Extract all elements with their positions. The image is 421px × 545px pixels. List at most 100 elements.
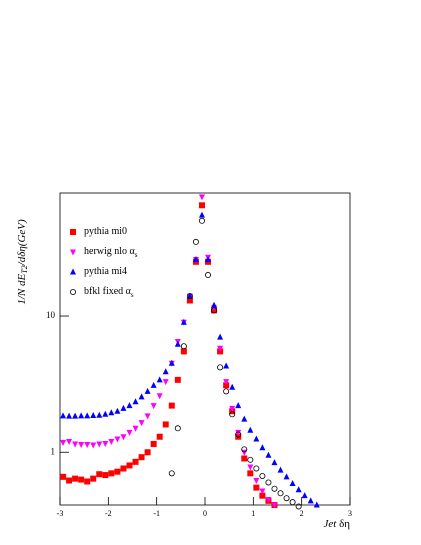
point bbox=[259, 492, 266, 499]
point bbox=[180, 343, 187, 350]
point bbox=[168, 402, 175, 409]
point bbox=[205, 272, 212, 279]
point bbox=[247, 456, 254, 463]
point bbox=[138, 420, 145, 427]
point bbox=[102, 472, 109, 479]
point bbox=[144, 387, 151, 394]
point bbox=[235, 429, 242, 436]
point bbox=[265, 496, 272, 503]
point bbox=[66, 477, 73, 484]
point bbox=[120, 434, 127, 441]
point bbox=[90, 475, 97, 482]
point bbox=[150, 381, 157, 388]
point bbox=[78, 476, 85, 483]
point bbox=[186, 293, 193, 300]
point bbox=[132, 458, 139, 465]
legend-name: pythia mi0 bbox=[84, 226, 127, 237]
point bbox=[90, 412, 97, 419]
point bbox=[223, 388, 230, 395]
point bbox=[265, 479, 272, 486]
point bbox=[150, 403, 157, 410]
point bbox=[144, 413, 151, 420]
point bbox=[96, 471, 103, 478]
point bbox=[192, 255, 199, 262]
point bbox=[253, 484, 260, 491]
point bbox=[198, 194, 205, 201]
point bbox=[247, 464, 254, 471]
point bbox=[66, 412, 73, 419]
point bbox=[283, 495, 290, 502]
point bbox=[168, 359, 175, 366]
point bbox=[72, 412, 79, 419]
point bbox=[229, 405, 236, 412]
point bbox=[102, 410, 109, 417]
legend-marker bbox=[70, 288, 77, 295]
point bbox=[72, 441, 79, 448]
point bbox=[241, 415, 248, 422]
point bbox=[295, 486, 302, 493]
y-axis-label: 1/N dET2/dδη(GeV) bbox=[16, 219, 29, 305]
point bbox=[132, 425, 139, 432]
point bbox=[162, 421, 169, 428]
point bbox=[241, 455, 248, 462]
point bbox=[205, 255, 212, 262]
point bbox=[186, 292, 193, 299]
point bbox=[162, 368, 169, 375]
legend-subscript: s bbox=[135, 251, 138, 259]
point bbox=[132, 398, 139, 405]
point bbox=[78, 441, 85, 448]
point bbox=[198, 202, 205, 209]
plot-frame bbox=[59, 192, 351, 506]
point bbox=[84, 441, 91, 448]
point bbox=[168, 470, 175, 477]
point bbox=[259, 472, 266, 479]
point bbox=[253, 465, 260, 472]
y-label-main: 1/N dE bbox=[16, 274, 28, 305]
point bbox=[66, 438, 73, 445]
point bbox=[174, 425, 181, 432]
point bbox=[259, 488, 266, 495]
point bbox=[84, 412, 91, 419]
point bbox=[102, 440, 109, 447]
point bbox=[60, 439, 67, 446]
legend-name: herwig nlo α bbox=[84, 246, 136, 257]
point bbox=[247, 470, 254, 477]
point bbox=[114, 407, 121, 414]
point bbox=[126, 429, 133, 436]
point bbox=[192, 238, 199, 245]
point bbox=[174, 340, 181, 347]
legend-subscript: s bbox=[131, 291, 134, 299]
point bbox=[114, 436, 121, 443]
point bbox=[277, 466, 284, 473]
point bbox=[156, 433, 163, 440]
point bbox=[180, 348, 187, 355]
point bbox=[229, 411, 236, 418]
point bbox=[72, 475, 79, 482]
point bbox=[138, 393, 145, 400]
point bbox=[162, 379, 169, 386]
legend-marker bbox=[70, 249, 76, 256]
x-tick-label: -3 bbox=[57, 509, 64, 518]
point bbox=[217, 345, 224, 352]
point bbox=[156, 376, 163, 383]
point bbox=[150, 440, 157, 447]
point bbox=[126, 462, 133, 469]
legend-label: pythia mi4 bbox=[84, 266, 127, 277]
point bbox=[108, 470, 115, 477]
point bbox=[90, 442, 97, 449]
point bbox=[259, 444, 266, 451]
point bbox=[211, 301, 218, 308]
point bbox=[211, 307, 218, 314]
point bbox=[60, 412, 67, 419]
point bbox=[223, 382, 230, 389]
point bbox=[144, 449, 151, 456]
legend-label: pythia mi0 bbox=[84, 226, 127, 237]
point bbox=[265, 451, 272, 458]
legend-label: bfkl fixed αs bbox=[84, 286, 134, 298]
point bbox=[174, 376, 181, 383]
point bbox=[108, 438, 115, 445]
point bbox=[223, 362, 230, 369]
point bbox=[235, 431, 242, 438]
legend-marker bbox=[70, 268, 76, 275]
